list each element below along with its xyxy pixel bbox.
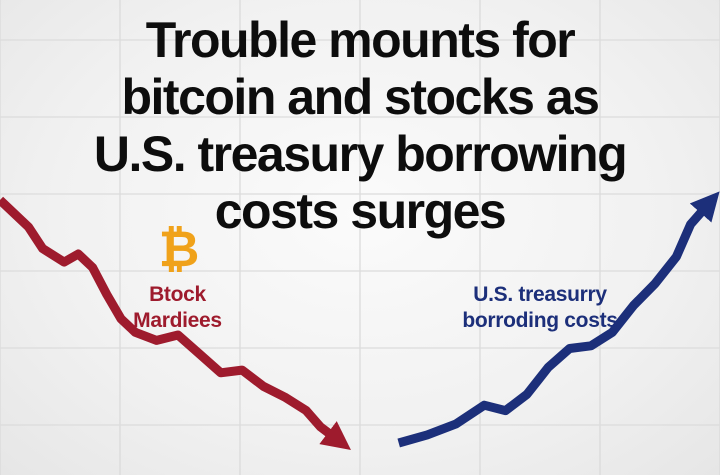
series-line-stocks xyxy=(0,196,351,450)
chart-title: Trouble mounts for bitcoin and stocks as… xyxy=(60,12,660,240)
series-label-line: Mardiees xyxy=(133,309,222,332)
series-label-line: U.S. treasurry xyxy=(473,283,607,306)
chart-title-line: U.S. treasury borrowing xyxy=(93,126,628,182)
chart-series xyxy=(0,191,720,450)
series-line-treasury xyxy=(397,191,720,448)
series-label-treasury: U.S. treasurry borroding costs xyxy=(420,282,660,334)
bitcoin-icon: ₿ xyxy=(158,220,200,278)
series-label-line: borroding costs xyxy=(462,309,618,332)
chart-title-line: Trouble mounts for xyxy=(145,12,576,68)
chart-title-line: costs surges xyxy=(214,183,507,239)
series-label-stocks: Btock Mardiees xyxy=(110,282,245,334)
chart-title-line: bitcoin and stocks as xyxy=(121,69,600,125)
series-label-line: Btock xyxy=(149,283,206,306)
